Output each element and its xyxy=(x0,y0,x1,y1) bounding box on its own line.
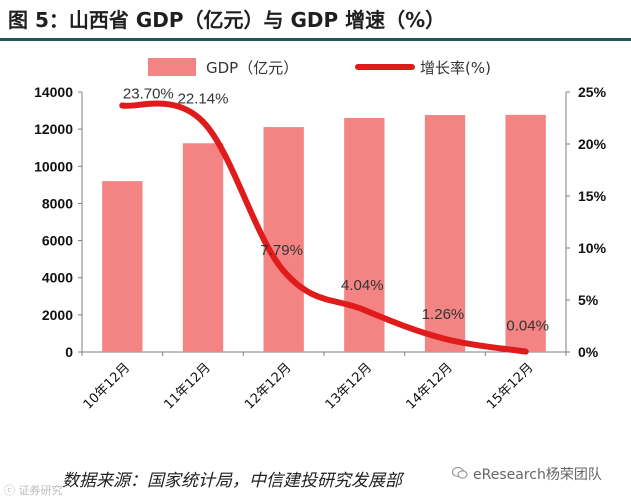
growth-data-label: 4.04% xyxy=(341,277,384,294)
growth-rate-point xyxy=(200,118,206,125)
left-tick-label: 8000 xyxy=(42,195,73,211)
left-tick-label: 14000 xyxy=(34,84,73,100)
gdp-bar xyxy=(182,143,224,352)
gdp-bar xyxy=(102,181,143,352)
x-tick-label: 10年12月 xyxy=(81,360,133,412)
growth-rate-point xyxy=(442,335,448,342)
x-tick-label: 14年12月 xyxy=(403,360,455,412)
growth-data-label: 0.04% xyxy=(506,318,549,335)
gdp-bar xyxy=(263,127,304,352)
growth-rate-point xyxy=(280,267,287,274)
title-rule xyxy=(0,38,631,41)
x-tick-label: 15年12月 xyxy=(484,360,536,412)
x-tick-label: 12年12月 xyxy=(242,360,294,412)
right-tick-label: 5% xyxy=(578,292,599,308)
data-source-note: 数据来源：国家统计局，中信建投研究发展部 xyxy=(62,471,402,491)
left-tick-label: 10000 xyxy=(34,158,73,174)
right-tick-label: 25% xyxy=(578,84,607,100)
right-tick-label: 0% xyxy=(578,344,599,360)
x-tick-label: 11年12月 xyxy=(161,360,213,412)
gdp-bar xyxy=(424,115,466,353)
right-tick-label: 15% xyxy=(578,188,607,204)
legend-bar-label: GDP（亿元） xyxy=(206,59,298,77)
growth-rate-line xyxy=(119,100,529,355)
wechat-icon xyxy=(452,466,468,479)
left-tick-label: 12000 xyxy=(34,121,73,137)
legend-bar-swatch xyxy=(148,58,196,76)
growth-data-label: 22.14% xyxy=(178,91,229,108)
left-tick-label: 2000 xyxy=(42,307,73,323)
growth-data-label: 1.26% xyxy=(422,306,465,323)
left-tick-label: 4000 xyxy=(42,270,73,286)
chart-title: 图 5：山西省 GDP（亿元）与 GDP 增速（%） xyxy=(8,8,446,32)
right-tick-label: 10% xyxy=(578,240,607,256)
left-tick-label: 0 xyxy=(65,344,73,360)
watermark: eResearch杨荣团队 xyxy=(473,467,602,483)
growth-data-label: 7.79% xyxy=(260,242,303,259)
legend-line-label: 增长率(%) xyxy=(420,59,491,77)
growth-rate-point xyxy=(522,348,529,355)
left-tick-label: 6000 xyxy=(42,233,73,249)
right-tick-label: 20% xyxy=(578,136,607,152)
x-tick-label: 13年12月 xyxy=(323,360,375,412)
growth-rate-point xyxy=(119,102,126,109)
gdp-bar xyxy=(505,114,546,352)
growth-rate-point xyxy=(361,306,368,313)
growth-data-label: 23.70% xyxy=(123,86,174,103)
bottom-watermark: ⓒ 证券研究 xyxy=(4,484,63,497)
